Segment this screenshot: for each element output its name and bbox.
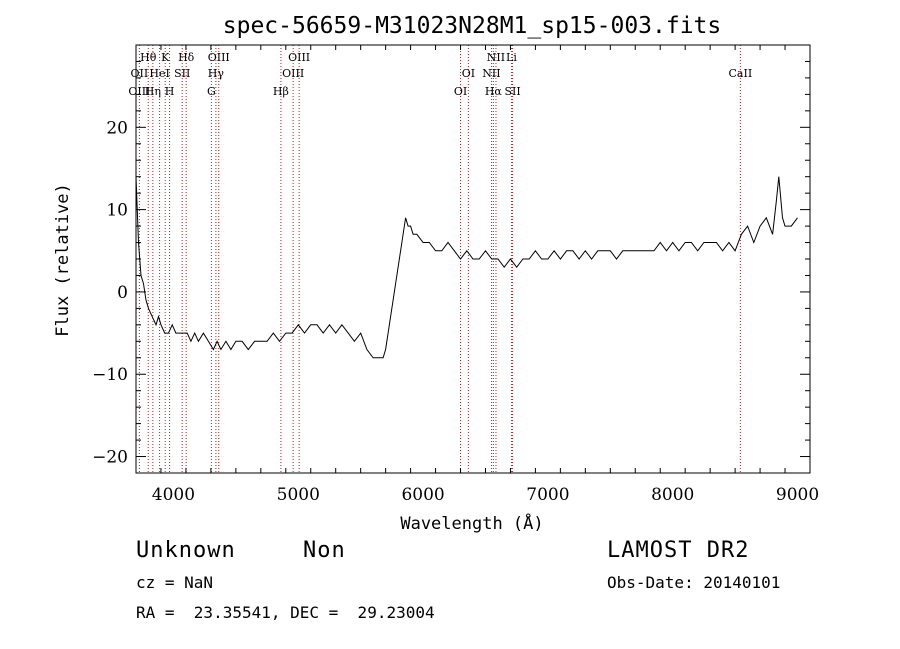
object-class: Unknown xyxy=(136,538,236,563)
spectral-line-label: OIII xyxy=(128,85,150,98)
spectral-line-label: K xyxy=(161,51,170,64)
x-axis: 4000 5000 6000 7000 8000 9000 xyxy=(135,45,819,505)
y-tick-label: −10 xyxy=(92,365,128,385)
y-axis: −20 −10 0 10 20 xyxy=(92,60,810,468)
spectral-line-label: OI xyxy=(454,85,467,98)
spectral-line-label: OIII xyxy=(282,67,304,80)
y-tick-label: 0 xyxy=(117,283,128,303)
x-tick-label: 6000 xyxy=(401,485,444,505)
spectral-line-label: Hθ xyxy=(140,51,157,64)
spectral-line-label: OI xyxy=(462,67,475,80)
spectral-line-label: SII xyxy=(174,67,190,80)
spectral-line-label: Hγ xyxy=(208,67,225,80)
survey-name: LAMOST DR2 xyxy=(607,538,750,563)
spectral-line-label: OIII xyxy=(288,51,310,64)
spectral-line-label: NII xyxy=(482,67,500,80)
x-tick-label: 8000 xyxy=(651,485,694,505)
spectral-line-label: Hδ xyxy=(178,51,195,64)
spectral-line-label: OIII xyxy=(208,51,230,64)
spectral-line-label: SII xyxy=(504,85,520,98)
x-tick-label: 5000 xyxy=(277,485,320,505)
y-axis-label: Flux (relative) xyxy=(53,183,73,337)
object-subclass: Non xyxy=(303,538,346,563)
y-tick-label: 20 xyxy=(106,118,128,138)
spectrum-series-line xyxy=(135,176,798,359)
x-axis-label: Wavelength (Å) xyxy=(400,512,543,534)
x-tick-label: 4000 xyxy=(152,485,195,505)
y-tick-label: −20 xyxy=(92,448,128,468)
spectral-line-label: H xyxy=(165,85,175,98)
spectral-line-labels: Hθ OII OIII K HeI Hη H Hδ SII OIII Hγ G OIII OIII Hβ OI… xyxy=(128,51,752,98)
ra-dec-coordinates: RA = 23.35541, DEC = 29.23004 xyxy=(136,603,435,622)
redshift-cz: cz = NaN xyxy=(136,573,214,592)
spectral-line-label: NII xyxy=(487,51,505,64)
x-tick-label: 7000 xyxy=(526,485,569,505)
spectral-line-label: HeI xyxy=(149,67,169,80)
spectral-line-label: CaII xyxy=(729,67,753,80)
spectral-line-label: G xyxy=(207,85,216,98)
x-tick-label: 9000 xyxy=(776,485,819,505)
chart-title: spec-56659-M31023N28M1_sp15-003.fits xyxy=(223,13,722,39)
spectral-line-label: Hα xyxy=(485,85,503,98)
spectral-line-label: Hβ xyxy=(273,85,289,98)
observation-date: Obs-Date: 20140101 xyxy=(607,573,781,592)
spectral-line-label: Hη xyxy=(145,85,161,98)
spectral-line-markers xyxy=(138,45,741,473)
spectral-line-label: Li xyxy=(506,51,517,64)
y-tick-label: 10 xyxy=(106,201,128,221)
spectral-line-label: OII xyxy=(131,67,149,80)
